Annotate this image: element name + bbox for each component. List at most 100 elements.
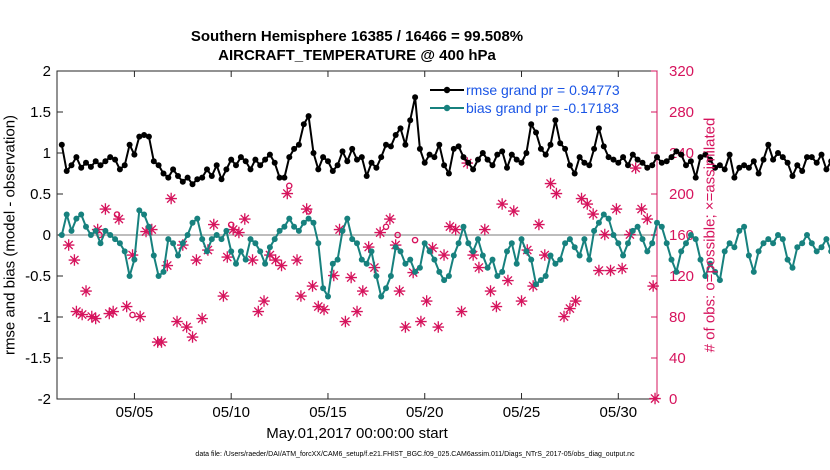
bias-point xyxy=(523,248,530,255)
rmse-point xyxy=(654,154,660,161)
obs-assimilated-marker: ✳ xyxy=(120,299,133,316)
obs-possible-marker xyxy=(285,182,293,190)
bias-point xyxy=(165,236,172,243)
y-tick-label-right: 280 xyxy=(669,104,694,121)
obs-assimilated-marker: ✳ xyxy=(374,225,387,242)
rmse-point xyxy=(523,150,530,156)
bias-point xyxy=(600,211,607,218)
rmse-point xyxy=(475,156,481,163)
bias-point xyxy=(654,219,660,226)
rmse-series xyxy=(58,94,830,188)
rmse-point xyxy=(407,117,414,124)
obs-assimilated-marker: ✳ xyxy=(449,222,462,239)
obs-assimilated-marker: ✳ xyxy=(610,201,623,218)
obs-assimilated-marker: ✳ xyxy=(490,299,503,316)
rmse-point xyxy=(334,162,341,169)
rmse-point xyxy=(160,170,167,177)
bias-point xyxy=(252,240,259,247)
bias-point xyxy=(668,256,675,263)
bias-point xyxy=(300,219,307,226)
bias-point xyxy=(233,260,239,267)
y-tick-label-right: 0 xyxy=(669,391,677,408)
bias-point xyxy=(112,236,119,243)
obs-assimilated-marker: ✳ xyxy=(515,294,528,311)
x-tick-label: 05/15 xyxy=(309,404,347,421)
bias-point xyxy=(378,293,385,300)
rmse-point xyxy=(247,166,254,173)
bias-point xyxy=(160,268,167,275)
rmse-point xyxy=(218,176,225,183)
obs-assimilated-marker: ✳ xyxy=(312,299,325,316)
bias-point xyxy=(770,240,777,247)
obs-assimilated-marker: ✳ xyxy=(393,283,406,300)
bias-point xyxy=(547,252,554,259)
bias-point xyxy=(634,223,641,230)
rmse-point xyxy=(668,154,675,161)
rmse-point xyxy=(204,166,210,173)
rmse-point xyxy=(537,145,544,152)
bias-point xyxy=(121,248,128,255)
obs-assimilated-marker: ✳ xyxy=(587,207,600,224)
obs-assimilated-marker: ✳ xyxy=(527,278,540,295)
x-tick-label: 05/10 xyxy=(212,404,250,421)
rmse-point xyxy=(87,163,94,170)
obs-assimilated-marker: ✳ xyxy=(86,309,99,326)
rmse-point xyxy=(765,141,772,148)
rmse-point xyxy=(305,113,312,120)
rmse-point xyxy=(460,154,467,161)
bias-point xyxy=(818,244,825,251)
rmse-point xyxy=(387,143,394,150)
rmse-point xyxy=(702,151,709,158)
bias-point xyxy=(83,223,89,230)
rmse-point xyxy=(673,148,680,155)
rmse-point xyxy=(431,154,438,161)
bias-point xyxy=(63,211,70,218)
bias-point xyxy=(136,207,143,214)
rmse-point xyxy=(378,154,385,161)
obs-assimilated-marker: ✳ xyxy=(258,294,271,311)
rmse-point xyxy=(576,154,583,161)
obs-assimilated-marker: ✳ xyxy=(502,273,515,290)
bias-series xyxy=(58,207,830,300)
rmse-point xyxy=(262,156,269,163)
rmse-point xyxy=(658,159,665,166)
bias-point xyxy=(92,227,99,234)
obs-assimilated-marker: ✳ xyxy=(252,304,265,321)
bias-point xyxy=(291,223,298,230)
bias-point xyxy=(484,264,491,271)
bias-point xyxy=(513,260,520,267)
rmse-point xyxy=(586,162,593,169)
rmse-point xyxy=(581,159,588,166)
rmse-point xyxy=(455,143,462,150)
rmse-point xyxy=(716,162,723,169)
rmse-point xyxy=(426,151,433,158)
rmse-point xyxy=(494,151,501,158)
obs-assimilated-marker: ✳ xyxy=(641,212,654,229)
legend: rmse grand pr = 0.94773 bias grand pr = … xyxy=(430,82,620,116)
bias-point xyxy=(518,236,525,243)
rmse-point xyxy=(770,156,777,163)
rmse-point xyxy=(547,141,554,148)
rmse-point xyxy=(528,121,535,128)
rmse-point xyxy=(450,145,457,152)
rmse-point xyxy=(697,154,704,161)
y-tick-label-right: 200 xyxy=(669,186,694,203)
bias-point xyxy=(416,264,423,271)
bias-point xyxy=(775,232,781,238)
bias-point xyxy=(692,236,699,243)
rmse-point xyxy=(470,166,477,173)
rmse-point xyxy=(300,121,307,128)
rmse-point xyxy=(63,168,70,174)
rmse-point xyxy=(170,166,177,173)
rmse-point xyxy=(325,158,331,165)
bias-point xyxy=(281,223,288,230)
obs-assimilated-marker: ✳ xyxy=(180,319,193,336)
rmse-point xyxy=(760,156,767,163)
rmse-point xyxy=(639,159,646,166)
obs-possible-marker xyxy=(227,221,235,229)
obs-assimilated-marker: ✳ xyxy=(233,225,246,242)
rmse-point xyxy=(818,151,825,158)
bias-point xyxy=(789,264,796,271)
bias-point xyxy=(436,268,443,275)
bias-point xyxy=(533,281,539,288)
